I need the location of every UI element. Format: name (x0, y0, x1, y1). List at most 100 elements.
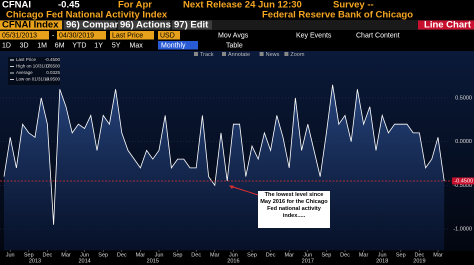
chart-kind: Line Chart (424, 20, 472, 31)
frequency-box[interactable] (158, 41, 198, 50)
range-button[interactable]: YTD (72, 42, 86, 49)
arrow-head (229, 185, 234, 189)
x-tick-label: Jun (80, 252, 89, 258)
y-tick-label: -1.0000 (453, 226, 472, 232)
year-label: 2017 (302, 258, 314, 264)
x-tick-label: Mar (359, 252, 369, 258)
x-tick-label: Mar (61, 252, 71, 258)
dash: - (52, 32, 55, 39)
x-tick-label: Sep (322, 252, 332, 258)
survey: Survey -- (333, 0, 374, 11)
legend-name: Last Price (16, 57, 37, 62)
field-box[interactable] (110, 31, 154, 40)
legend-value: -0.9500 (45, 77, 61, 82)
frequency: Monthly (161, 42, 186, 49)
y-tick-label: 0.0000 (455, 139, 472, 145)
end-date-box[interactable] (57, 31, 106, 40)
annotation: The lowest level since May 2016 for the … (260, 192, 328, 219)
tool[interactable]: News (266, 52, 280, 58)
legend-value: 0.0325 (46, 70, 60, 75)
range-button[interactable]: 1Y (94, 42, 103, 49)
annotation-holder: The lowest level since May 2016 for the … (260, 192, 328, 219)
period: For Apr (118, 0, 152, 11)
y-tick-label: -0.5000 (453, 183, 472, 189)
x-tick-label: Dec (43, 252, 53, 258)
table[interactable]: Table (226, 42, 243, 49)
toolbar (0, 20, 474, 30)
x-tick-label: Mar (210, 252, 220, 258)
year-label: 2016 (227, 258, 239, 264)
tool-icon (222, 52, 226, 56)
edit-btn[interactable] (172, 20, 212, 30)
x-tick-label: Dec (191, 252, 201, 258)
annotation-box (258, 191, 330, 228)
start-date: 05/31/2013 (2, 32, 37, 39)
range-button[interactable]: 6M (55, 42, 65, 49)
x-tick-label: Sep (396, 252, 406, 258)
security: CFNAI Index (2, 20, 59, 31)
x-tick-label: Sep (247, 252, 257, 258)
year-label: 2014 (78, 258, 90, 264)
currency: USD (160, 32, 175, 39)
chart-kind-box[interactable] (418, 20, 474, 30)
tool[interactable]: Zoom (290, 52, 304, 58)
x-tick-label: Jun (229, 252, 238, 258)
last-value-box (452, 177, 474, 185)
x-tick-label: Dec (117, 252, 127, 258)
key-events[interactable]: Key Events (296, 32, 332, 39)
x-tick-label: Jun (155, 252, 164, 258)
range-button[interactable]: 1D (2, 42, 11, 49)
legend-value: -0.4500 (45, 57, 61, 62)
range-buttons: 1D 3D 1M 6M YTD 1Y 5Y Max (2, 42, 143, 49)
tool-icon (194, 52, 198, 56)
plot: 0.5000 0.0000 -0.5000 -1.0000 Jun Sep Dec Mar Ju… (0, 57, 474, 264)
source: Federal Reserve Bank of Chicago (262, 10, 413, 21)
edit: 97) Edit (174, 20, 209, 31)
currency-box[interactable] (158, 31, 180, 40)
next-release: Next Release 24 Jun 12:30 (183, 0, 302, 11)
annotation-arrow (229, 185, 259, 196)
end-date: 04/30/2019 (59, 32, 94, 39)
legend-name: Low on 01/31/14 (16, 77, 50, 82)
chart-content[interactable]: Chart Content (356, 32, 400, 39)
x-tick-label: Jun (303, 252, 312, 258)
x-tick-label: Mar (136, 252, 146, 258)
x-tick-label: Dec (266, 252, 276, 258)
x-tick-label: Dec (415, 252, 425, 258)
x-tick-label: Sep (173, 252, 183, 258)
year-label: 2019 (413, 258, 425, 264)
last: -0.45 (58, 0, 80, 11)
security-box[interactable] (0, 20, 62, 30)
compare: 96) Compare (66, 20, 124, 31)
area (4, 84, 445, 250)
mov-avgs[interactable]: Mov Avgs (218, 32, 249, 39)
legend-value: 0.6500 (46, 64, 60, 69)
y-tick-label: 0.5000 (455, 95, 472, 101)
legend-box (8, 57, 60, 85)
tool[interactable]: Track (200, 52, 214, 58)
x-tick-label: Jun (378, 252, 387, 258)
range-button[interactable]: 5Y (112, 42, 121, 49)
range-button[interactable]: 1M (37, 42, 47, 49)
year-label: 2015 (147, 258, 159, 264)
compare-btn[interactable] (64, 20, 116, 30)
tool-icon (284, 52, 289, 56)
legend-name: Average (16, 70, 33, 75)
line (3, 84, 445, 225)
year-label: 2018 (376, 258, 388, 264)
index-name: Chicago Fed National Activity Index (6, 10, 168, 21)
start-date-box[interactable] (0, 31, 49, 40)
x-tick-label: Mar (284, 252, 294, 258)
range-button[interactable]: Max (130, 42, 144, 49)
actions-btn[interactable] (118, 20, 170, 30)
last-value-label: -0.4500 (454, 178, 473, 184)
year-label: 2013 (29, 258, 41, 264)
x-tick-label: Sep (98, 252, 108, 258)
tool[interactable]: Annotate (228, 52, 250, 58)
field: Last Price (112, 32, 143, 39)
range-button[interactable]: 3D (20, 42, 29, 49)
actions: 96) Actions (120, 20, 171, 31)
tool-icon (259, 52, 264, 56)
x-tick-label: Dec (340, 252, 350, 258)
